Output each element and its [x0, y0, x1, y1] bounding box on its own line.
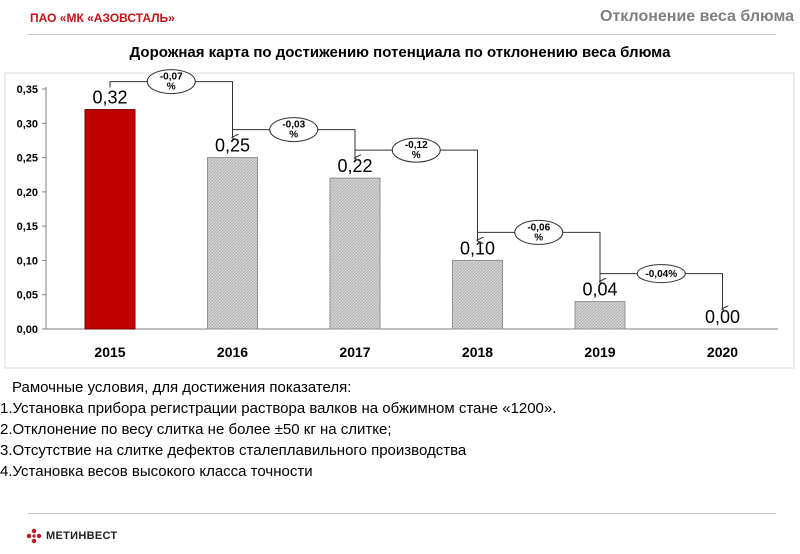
y-tick-label: 0,25 [17, 153, 38, 165]
step-badge [636, 264, 686, 284]
x-tick-label-2017: 2017 [339, 344, 370, 360]
y-tick-label: 0,30 [17, 118, 38, 130]
y-tick-label: 0,20 [17, 187, 38, 199]
y-tick-label: 0,35 [17, 84, 38, 96]
x-tick-label-2020: 2020 [707, 344, 738, 360]
data-label-2020: 0,00 [705, 307, 740, 327]
step-label: -0,12% [405, 140, 428, 161]
step-connector-2015-2016: -0,07% [109, 69, 233, 138]
step-connector-2017-2018: -0,12% [354, 137, 478, 240]
step-connector-2018-2019: -0,06% [477, 219, 601, 281]
step-connector-2016-2017: -0,03% [232, 117, 356, 159]
y-tick-label: 0,15 [17, 221, 38, 233]
conditions-lead: Рамочные условия, для достижения показат… [12, 379, 352, 396]
y-tick-label: 0,05 [17, 290, 38, 302]
plot-frame [4, 72, 795, 369]
bar-2016 [207, 157, 258, 330]
data-label-2019: 0,04 [582, 280, 617, 300]
step-label: -0,07% [160, 72, 183, 93]
x-tick-label-2019: 2019 [584, 344, 615, 360]
metinvest-logo-icon [26, 528, 42, 544]
step-label: -0,06% [527, 222, 550, 243]
step-label: -0,04% [645, 269, 677, 280]
data-label-2018: 0,10 [460, 238, 495, 258]
logo-text: МЕТИНВЕСТ [46, 530, 118, 542]
chart-title: Дорожная карта по достижению потенциала … [129, 44, 671, 61]
step-badge [146, 69, 196, 95]
condition-item-3: 3.Отсутствие на слитке дефектов сталепла… [0, 442, 467, 459]
bar-2017 [329, 177, 381, 330]
step-connector-2019-2020: -0,04% [599, 264, 723, 309]
x-tick-label-2018: 2018 [462, 344, 493, 360]
data-label-2016: 0,25 [215, 136, 250, 156]
conditions-block: Рамочные условия, для достижения показат… [0, 377, 556, 482]
footer-divider [28, 513, 776, 514]
condition-item-1: 1.Установка прибора регистрации раствора… [0, 400, 557, 417]
data-label-2017: 0,22 [337, 156, 372, 176]
bar-2019 [574, 301, 626, 330]
step-badge [514, 219, 564, 245]
condition-item-4: 4.Установка весов высокого класса точнос… [0, 463, 313, 480]
y-tick-label: 0,00 [17, 324, 38, 336]
header-divider [28, 34, 776, 35]
x-tick-label-2016: 2016 [217, 344, 248, 360]
page-header-title: Отклонение веса блюма [600, 8, 794, 25]
bar-chart: 0,00 0,05 0,10 0,15 0,20 0,25 0,30 0,35 0,32 201… [4, 69, 795, 369]
data-label-2015: 0,32 [92, 88, 127, 108]
x-tick-label-2015: 2015 [94, 344, 125, 360]
step-label: -0,03% [282, 120, 305, 141]
bar-2018 [452, 259, 503, 330]
company-name: ПАО «МК «АЗОВСТАЛЬ» [30, 11, 175, 25]
metinvest-logo: МЕТИНВЕСТ [26, 528, 117, 544]
step-badge [391, 137, 441, 163]
condition-item-2: 2.Отклонение по весу слитка не более ±50… [0, 421, 392, 438]
bar-2015 [84, 109, 136, 330]
step-badge [269, 117, 319, 143]
y-tick-label: 0,10 [17, 255, 38, 267]
